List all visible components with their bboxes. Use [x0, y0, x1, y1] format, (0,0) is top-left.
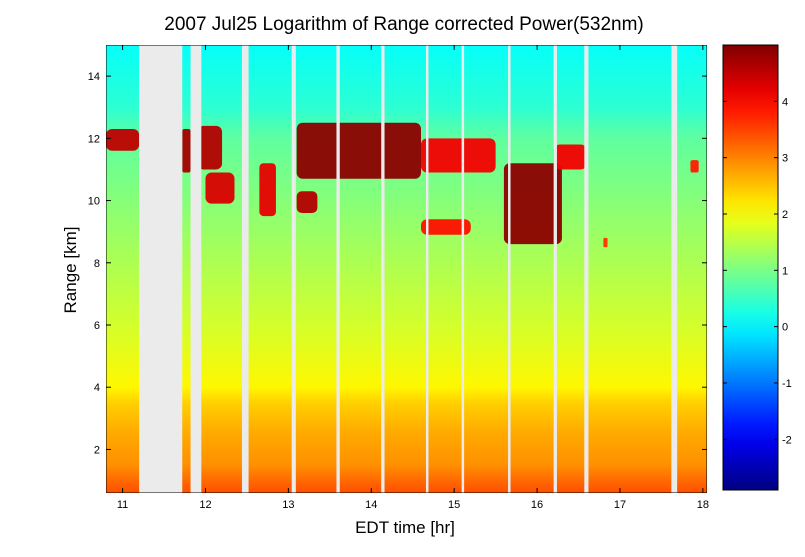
cloud-layer-5 — [296, 191, 318, 213]
no-data-gap-3 — [291, 45, 296, 493]
y-axis-ticks: 2 4 6 8 10 12 14 — [88, 71, 707, 456]
y-tick-label-2: 6 — [94, 320, 100, 332]
cloud-layer-8 — [421, 219, 471, 235]
colorbar-tick-label-4: 2 — [782, 209, 788, 221]
x-tick-label-1: 12 — [199, 499, 211, 511]
cloud-layer-6 — [296, 122, 422, 179]
colorbar-tick-label-2: 0 — [782, 322, 788, 334]
x-tick-label-5: 16 — [531, 499, 543, 511]
y-tick-label-5: 12 — [88, 133, 100, 145]
cloud-layer-3 — [205, 172, 235, 204]
no-data-gap-5 — [381, 45, 385, 493]
colorbar: -2 -1 0 1 2 3 4 — [722, 44, 792, 491]
no-data-gap-9 — [553, 45, 557, 493]
colorbar-tick-label-3: 1 — [782, 265, 788, 277]
x-tick-label-6: 17 — [614, 499, 626, 511]
y-tick-label-1: 4 — [94, 382, 100, 394]
cloud-layer-10 — [553, 144, 587, 170]
no-data-gap-10 — [584, 45, 589, 493]
x-tick-label-4: 15 — [448, 499, 460, 511]
y-tick-label-6: 14 — [88, 71, 100, 83]
colorbar-tick-label-6: 4 — [782, 96, 788, 108]
x-tick-label-7: 18 — [697, 499, 709, 511]
heatmap-background — [106, 45, 707, 493]
colorbar-tick-label-0: -2 — [782, 434, 792, 446]
x-tick-label-2: 13 — [282, 499, 294, 511]
cloud-layer-4 — [259, 163, 276, 217]
heatmap-area — [106, 45, 707, 493]
cloud-layer-7 — [421, 138, 496, 173]
colorbar-tick-label-1: -1 — [782, 378, 792, 390]
colorbar-tick-label-5: 3 — [782, 153, 788, 165]
no-data-gap-1 — [190, 45, 202, 493]
x-axis-ticks: 11 12 13 14 15 16 17 18 — [117, 45, 709, 511]
x-tick-label-0: 11 — [117, 499, 128, 511]
no-data-gap-0 — [139, 45, 183, 493]
y-tick-label-3: 8 — [94, 258, 100, 270]
x-axis-label: EDT time [hr] — [355, 518, 455, 537]
no-data-gap-4 — [336, 45, 340, 493]
no-data-gap-8 — [508, 45, 511, 493]
colorbar-scale — [722, 44, 779, 491]
x-tick-label-3: 14 — [365, 499, 377, 511]
cloud-layer-1 — [182, 129, 191, 173]
no-data-gap-6 — [425, 45, 429, 493]
y-tick-label-4: 10 — [88, 196, 100, 208]
cloud-layer-2 — [197, 125, 223, 170]
no-data-gap-7 — [461, 45, 465, 493]
cloud-layer-0 — [106, 129, 140, 151]
cloud-layer-11 — [603, 237, 608, 248]
y-axis-label: Range [km] — [61, 227, 80, 314]
chart-title: 2007 Jul25 Logarithm of Range corrected … — [164, 14, 644, 35]
y-tick-label-0: 2 — [94, 444, 100, 456]
no-data-gap-2 — [241, 45, 249, 493]
cloud-layer-12 — [690, 160, 699, 173]
cloud-layer-9 — [503, 163, 562, 245]
no-data-gap-11 — [671, 45, 678, 493]
